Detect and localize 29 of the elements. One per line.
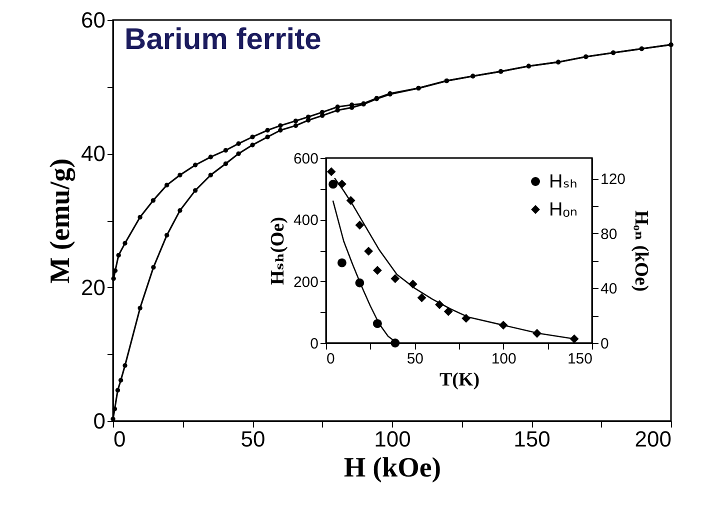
y2-tick-label: 120 [600, 171, 626, 188]
x-tick-label: 100 [374, 426, 411, 452]
x-axis-title: H (kOe) [344, 452, 442, 484]
y2-tick-label: 80 [600, 226, 618, 243]
y-axis-title: M (emu/g) [45, 158, 76, 284]
y2-tick-label: 0 [600, 336, 609, 352]
legend-label: Hₛₕ [549, 172, 578, 192]
legend-label: Hₒₙ [549, 200, 578, 220]
y-tick-label: 20 [81, 274, 106, 300]
y-tick-label: 400 [293, 212, 318, 230]
y-tick-label: 60 [81, 8, 106, 32]
x-axis-title: T(K) [439, 370, 480, 390]
x-tick-label: 150 [514, 426, 550, 452]
y-tick-label: 40 [81, 141, 106, 166]
chart-title: Barium ferrite [124, 23, 322, 56]
x-tick-label: 0 [114, 426, 126, 452]
y-tick-label: 0 [310, 336, 318, 352]
y2-tick-label: 40 [600, 280, 618, 298]
y-tick-label: 200 [293, 274, 318, 291]
y-tick-label: 600 [293, 150, 318, 168]
y-tick-label: 0 [93, 408, 106, 434]
x-tick-label: 0 [326, 350, 335, 368]
y-axis-title: Hₛₕ(Oe) [267, 216, 288, 286]
x-tick-label: 100 [491, 350, 516, 368]
x-tick-label: 50 [406, 350, 424, 368]
x-tick-label: 150 [567, 350, 592, 368]
x-tick-label: 200 [634, 426, 672, 452]
y2-axis-title: Hₒₙ (kOe) [630, 210, 652, 292]
x-tick-label: 50 [240, 426, 266, 452]
